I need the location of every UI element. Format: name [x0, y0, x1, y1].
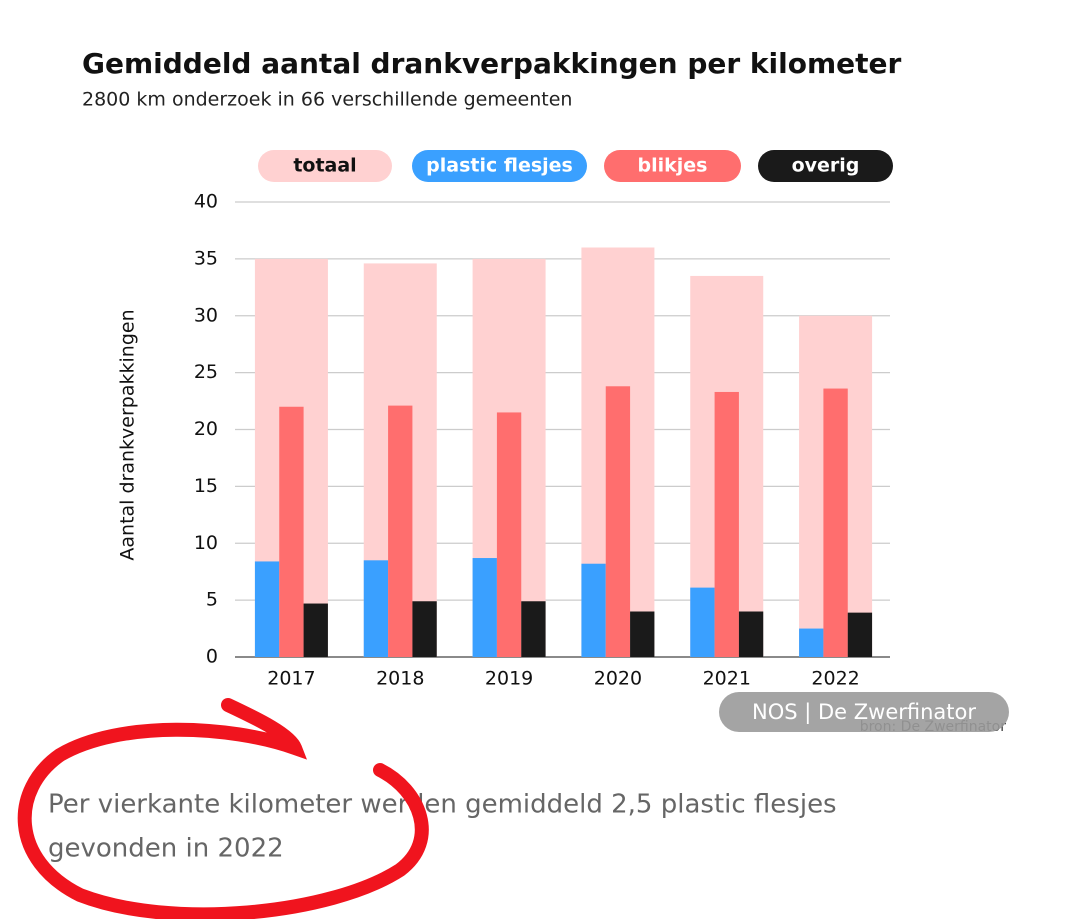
y-tick-label: 5 [206, 589, 218, 611]
legend-label: plastic flesjes [426, 155, 573, 177]
y-tick-label: 35 [194, 247, 218, 269]
bar [690, 587, 715, 657]
y-tick-label: 10 [194, 532, 218, 554]
bar [388, 405, 413, 657]
bar [714, 391, 739, 657]
y-tick-label: 40 [194, 191, 218, 213]
bar [738, 611, 764, 657]
x-tick-label: 2019 [485, 668, 533, 690]
legend-label: overig [792, 155, 860, 177]
y-axis-label: Aantal drankverpakkingen [117, 309, 139, 560]
bar [496, 412, 522, 657]
legend-swatch [758, 150, 893, 182]
legend-label: blikjes [638, 155, 708, 177]
legend-swatch [258, 150, 392, 182]
bar [581, 563, 606, 657]
badge-bg [719, 692, 1009, 732]
y-tick-label: 20 [194, 418, 218, 440]
y-tick-label: 30 [194, 304, 218, 326]
bar [279, 406, 304, 657]
bar [521, 601, 546, 657]
bar [799, 628, 824, 657]
bar [605, 386, 631, 657]
bar [303, 603, 328, 657]
bar [472, 558, 497, 657]
x-tick-label: 2018 [376, 668, 424, 690]
y-tick-label: 25 [194, 361, 218, 383]
bar [363, 560, 389, 657]
chart-title: Gemiddeld aantal drankverpakkingen per k… [82, 47, 902, 80]
legend-swatch [604, 150, 741, 182]
bar [630, 611, 655, 657]
legend-swatch [412, 150, 587, 182]
caption-line: gevonden in 2022 [48, 834, 284, 864]
x-tick-label: 2021 [703, 668, 751, 690]
bar [412, 601, 437, 657]
annotation-circle [17, 698, 429, 919]
bar [823, 388, 848, 657]
legend-label: totaal [293, 155, 356, 177]
x-tick-label: 2022 [811, 668, 859, 690]
plot: 0 5 10 15 20 25 30 35 40 totaal plastic flesjes bli… [194, 150, 893, 690]
y-tick-label: 0 [206, 646, 218, 668]
caption-line: Per vierkante kilometer werden gemiddeld… [48, 790, 837, 820]
bar [847, 612, 873, 657]
chart-subtitle: 2800 km onderzoek in 66 verschillende ge… [82, 89, 572, 111]
badge: NOS | De Zwerfinator [752, 700, 976, 725]
y-tick-label: 15 [194, 475, 218, 497]
x-tick-label: 2017 [267, 668, 315, 690]
bar [254, 561, 280, 657]
x-tick-label: 2020 [594, 668, 642, 690]
